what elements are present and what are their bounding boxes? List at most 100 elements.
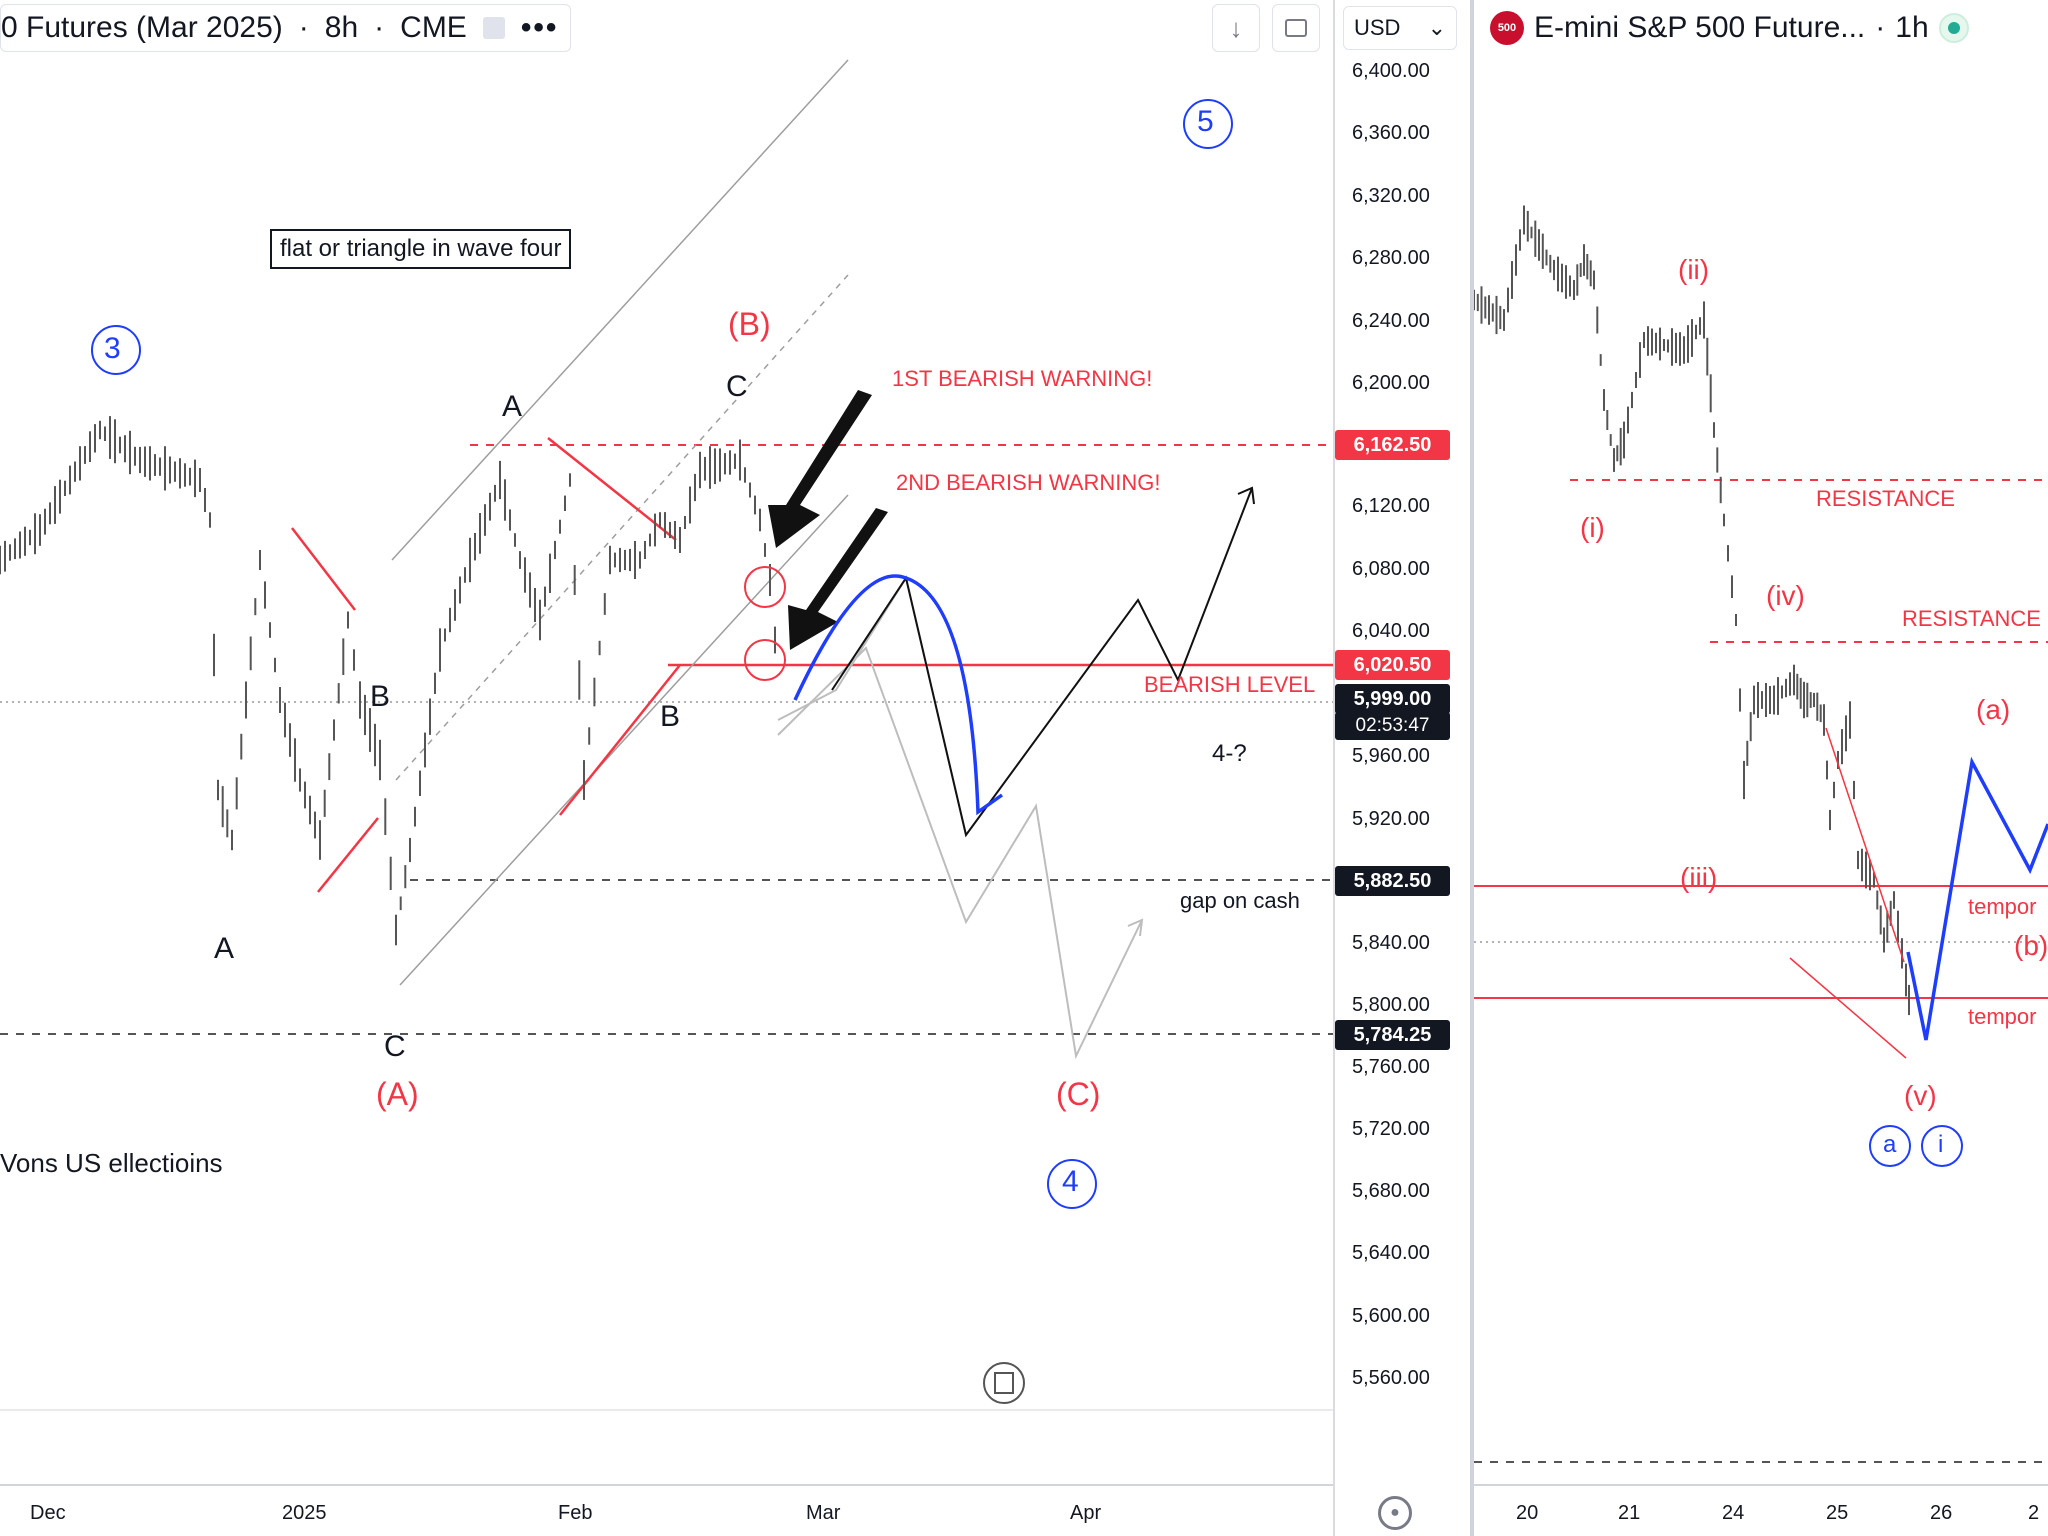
currency-select[interactable]: USD ⌄ [1343,6,1457,50]
right-time-tick: 20 [1516,1502,1539,1524]
price-tick: 5,760.00 [1352,1056,1430,1078]
wave-a-lower-label: A [214,932,235,965]
price-tick: 6,280.00 [1352,247,1430,269]
channel-upper-line [391,59,849,561]
warning-arrow-1 [768,390,872,548]
warning-circle-1 [744,566,786,608]
symbol-legend[interactable]: 0 Futures (Mar 2025) · 8h · CME ••• [0,4,572,52]
wave-v-label: (v) [1904,1080,1937,1111]
warning-1-label: 1ST BEARISH WARNING! [892,366,1153,391]
wave-iv-label: (iv) [1766,580,1805,611]
sp500-logo: 500 [1490,11,1524,45]
last-price-badge: 5,999.00 [1335,684,1450,714]
four-question-label: 4-? [1212,740,1247,767]
candles [0,416,776,946]
fullscreen-icon [1285,19,1307,37]
time-axis-border [0,1484,1333,1486]
right-chart-canvas[interactable] [1474,0,2048,1536]
circle-i-label: i [1938,1131,1944,1158]
price-tick: 6,040.00 [1352,620,1430,642]
black-projection-head [1237,486,1255,505]
wave-i-label: (i) [1580,512,1605,543]
wave-c-red-label: (C) [1056,1076,1101,1112]
countdown-badge: 02:53:47 [1335,712,1450,740]
wave-3-circle [91,325,141,375]
wave-5-label: 5 [1197,105,1214,138]
right-time-tick: 21 [1618,1502,1641,1524]
resistance-1-label: RESISTANCE [1816,486,1955,511]
left-chart-canvas[interactable] [0,0,1333,1536]
right-symbol-title[interactable]: E-mini S&P 500 Future... [1534,11,1866,44]
price-badge-6020: 6,020.50 [1335,650,1450,680]
more-icon[interactable]: ••• [520,11,559,44]
right-time-axis-border [1474,1484,2048,1486]
wave-3-label: 3 [104,332,121,365]
price-tick: 5,920.00 [1352,808,1430,830]
wave-a-small-label: (a) [1976,694,2011,725]
red-bracket-1 [291,527,356,611]
time-tick: Dec [30,1502,66,1524]
legend-separator: · [298,11,309,44]
warning-arrow-2 [788,508,888,650]
wedge-lower-line [1789,957,1907,1059]
right-chart-pane[interactable]: 500 E-mini S&P 500 Future... · 1h (ii) (… [1474,0,2048,1536]
circle-i [1921,1125,1963,1167]
settings-gear-icon[interactable]: ● [1378,1496,1412,1530]
legend-separator: · [1875,11,1886,44]
warning-circle-2 [744,639,786,681]
symbol-title[interactable]: 0 Futures (Mar 2025) [1,11,283,44]
exchange-label: CME [400,11,467,44]
market-open-icon [1938,13,1969,43]
price-tick: 5,800.00 [1352,994,1430,1016]
wave-a-red-label: (A) [376,1076,419,1112]
time-tick: 2025 [282,1502,327,1524]
wave-b-red-label: (B) [728,306,771,342]
time-tick: Feb [558,1502,593,1524]
left-chart-pane[interactable]: flat or triangle in wave four 3 5 4 (B) … [0,0,1333,1536]
price-tick: 5,840.00 [1352,932,1430,954]
left-price-axis[interactable]: USD ⌄ [1333,0,1470,1536]
temporary-2-label: tempor [1968,1004,2037,1029]
price-tick: 6,360.00 [1352,122,1430,144]
chevron-down-icon: ⌄ [1427,15,1446,40]
right-time-tick: 2 [2028,1502,2040,1524]
price-badge-5882: 5,882.50 [1335,866,1450,896]
note-box: flat or triangle in wave four [270,229,572,269]
grey-projection-head [1127,918,1144,937]
price-tick: 6,240.00 [1352,310,1430,332]
price-tick: 6,400.00 [1352,60,1430,82]
temporary-1-label: tempor [1968,894,2037,919]
wave-b-right-label: B [660,700,681,733]
arrow-down-icon: ↓ [1229,12,1243,43]
price-badge-6162: 6,162.50 [1335,430,1450,460]
fullscreen-button[interactable] [1272,4,1320,52]
wave-ii-label: (ii) [1678,254,1710,285]
warning-2-label: 2ND BEARISH WARNING! [896,470,1161,495]
time-tick: Mar [806,1502,841,1524]
right-symbol-legend[interactable]: 500 E-mini S&P 500 Future... · 1h [1490,6,1969,50]
red-bracket-3 [547,437,677,541]
replay-icon [983,1362,1025,1404]
channel-lower-line [399,494,849,986]
wave-4-label: 4 [1062,1165,1079,1198]
right-time-tick: 24 [1722,1502,1745,1524]
price-tick: 5,560.00 [1352,1367,1430,1389]
price-tick: 5,640.00 [1352,1242,1430,1264]
blue-projection-path [793,574,1004,816]
wave-iii-label: (iii) [1680,862,1718,893]
download-button[interactable]: ↓ [1212,4,1260,52]
price-tick: 6,120.00 [1352,495,1430,517]
elections-label: Vons US ellectioins [0,1148,223,1178]
channel-mid-line [395,274,849,781]
time-tick: Apr [1070,1502,1102,1524]
right-interval-label[interactable]: 1h [1895,11,1929,44]
wave-b-small-label: (b) [2014,930,2048,961]
wave-a-upper-label: A [502,390,523,423]
wedge-upper-line [1825,727,1905,963]
interval-label[interactable]: 8h [324,11,359,44]
price-badge-5784: 5,784.25 [1335,1020,1450,1050]
red-bracket-4 [559,664,681,816]
pane-divider[interactable] [1470,0,1474,1536]
eye-icon[interactable] [482,17,505,39]
legend-separator: · [374,11,385,44]
